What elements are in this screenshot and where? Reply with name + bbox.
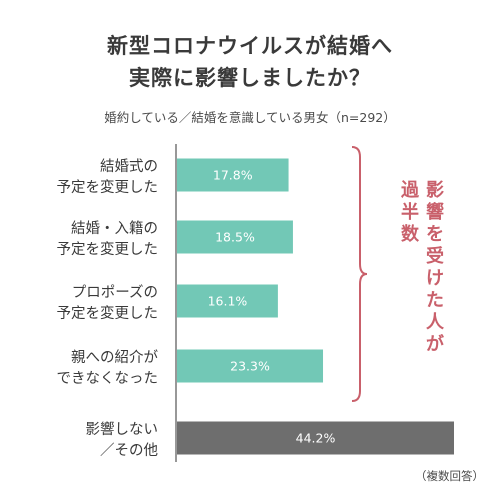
category-label-2-line-1: 結婚・入籍の	[71, 220, 158, 237]
bracket-label-char: 人	[426, 312, 445, 333]
category-label-5-line-1: 影響しない	[86, 420, 159, 438]
impact-bracket	[351, 146, 368, 402]
category-label-1-line-1: 結婚式の	[100, 158, 158, 175]
bracket-label-char: 影	[426, 180, 444, 201]
bar-3	[177, 284, 278, 318]
bar-value-label-3: 16.1%	[208, 294, 248, 309]
chart-subtitle: 婚約している／結婚を意識している男女（n=292）	[104, 110, 396, 125]
bar-2	[177, 220, 293, 254]
category-label-4-line-1: 親への紹介が	[71, 349, 158, 366]
bar-value-label-1: 17.8%	[213, 168, 253, 183]
category-label-5-line-2: ／その他	[100, 442, 158, 459]
bracket-label-char: 受	[426, 245, 444, 267]
category-label-3-line-1: プロポーズの	[72, 284, 158, 301]
category-label-2-line-2: 予定を変更した	[57, 241, 159, 258]
bar-4	[177, 349, 324, 383]
category-label-1-line-2: 予定を変更した	[57, 179, 159, 196]
bracket-label-char: 数	[401, 223, 420, 245]
category-label-4-line-2: できなくなった	[57, 370, 159, 387]
bar-5	[177, 421, 454, 455]
chart-title-line-1: 新型コロナウイルスが結婚へ	[107, 34, 393, 58]
bar-value-label-5: 44.2%	[296, 431, 336, 446]
bracket-label-char: 半	[401, 201, 419, 223]
category-label-3-line-2: 予定を変更した	[57, 305, 159, 322]
bracket-label-char: を	[426, 224, 444, 245]
bracket-label-char: け	[426, 268, 444, 289]
bar-value-label-2: 18.5%	[215, 230, 255, 245]
bracket-label-char: 過	[401, 180, 420, 201]
bracket-label-char: た	[426, 290, 444, 311]
bar-1	[177, 158, 289, 192]
bracket-label-char: 響	[426, 201, 444, 223]
footnote: （複数回答）	[415, 469, 484, 483]
bracket-label-char: が	[426, 333, 444, 355]
bar-value-label-4: 23.3%	[230, 359, 270, 374]
chart-title-line-2: 実際に影響しましたか？	[129, 66, 371, 90]
